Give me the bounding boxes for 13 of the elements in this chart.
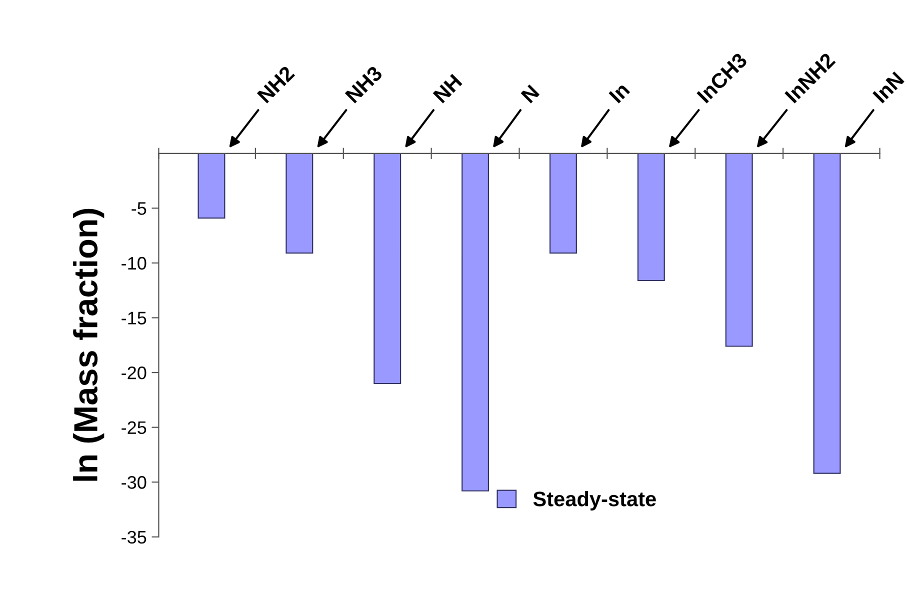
y-tick-label: -20 xyxy=(122,366,146,380)
y-tick-label: -10 xyxy=(122,256,146,270)
y-tick-label: -25 xyxy=(122,421,146,434)
x-tick-label: N xyxy=(520,84,540,104)
x-tick-label: NH xyxy=(432,74,462,104)
x-tick-label: InN xyxy=(872,71,904,104)
y-tick-label: -15 xyxy=(122,312,146,324)
legend-label: Steady-state xyxy=(533,491,656,510)
x-tick-label: In xyxy=(608,82,630,104)
y-tick-label: -5 xyxy=(132,202,146,215)
y-axis-title: ln (Mass fraction) xyxy=(73,208,104,481)
y-tick-label: -30 xyxy=(122,476,146,489)
y-tick-label: -35 xyxy=(122,530,146,544)
